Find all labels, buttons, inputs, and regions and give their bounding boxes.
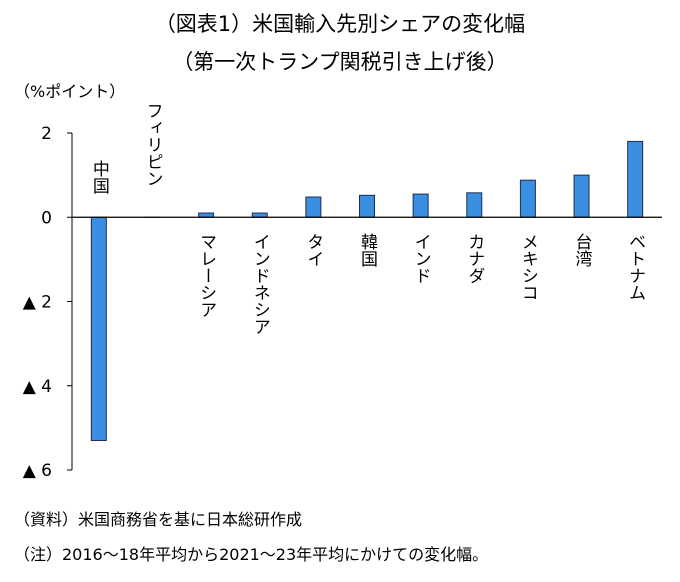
y-tick-label: ▲ 6 (23, 461, 52, 481)
category-label: カナダ (464, 233, 484, 284)
bar (90, 216, 107, 442)
category-label: 台湾 (572, 233, 593, 268)
bar (412, 193, 429, 218)
y-tick-label: 2 (41, 124, 52, 144)
category-label: 中国 (89, 160, 109, 194)
bar (573, 174, 590, 218)
source-note: （資料）米国商務省を基に日本総研作成 (14, 510, 303, 529)
bar (251, 212, 268, 218)
bar (466, 192, 483, 218)
category-label: メキシコ (518, 233, 538, 301)
bar (519, 179, 536, 218)
category-label: ベトナム (625, 233, 645, 301)
y-tick-label: ▲ 2 (23, 293, 52, 313)
y-tick-label: 0 (41, 208, 52, 228)
category-label: インド (411, 233, 431, 284)
category-label: インドネシア (250, 233, 270, 335)
chart-title: （図表1）米国輸入先別シェアの変化幅 (154, 12, 526, 36)
category-label: タイ (303, 233, 323, 267)
category-label: マレーシア (196, 233, 216, 318)
category-label: 韓国 (357, 233, 378, 267)
bar (627, 140, 644, 218)
footnote: （注）2016～18年平均から2021～23年平均にかけての変化幅。 (14, 545, 489, 564)
y-tick-label: ▲ 4 (23, 377, 52, 397)
chart-subtitle: （第一次トランプ関税引き上げ後） (172, 50, 508, 74)
category-label: フィリピン (142, 102, 162, 187)
bar (359, 194, 375, 218)
bar (198, 212, 215, 218)
bar (305, 196, 322, 218)
y-axis-unit-label: （%ポイント） (14, 82, 126, 101)
